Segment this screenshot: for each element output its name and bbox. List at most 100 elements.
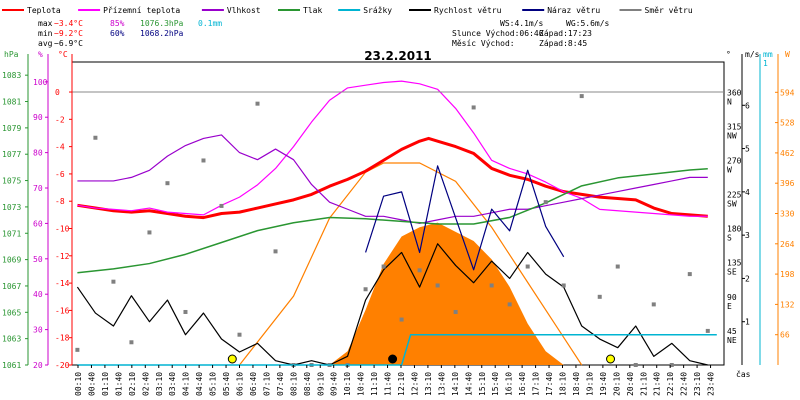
tick-label-wind-0: 6 xyxy=(745,101,750,110)
wind-dir-point-28 xyxy=(579,94,584,99)
wind-dir-point-18 xyxy=(399,317,404,322)
tick-label-pressure_hpa-11: 1061 xyxy=(2,361,21,370)
x-tick-label-22: 11:10 xyxy=(370,372,379,396)
tick-label-humidity_pct-6: 40 xyxy=(33,290,43,299)
wind-gust-avg: WG:5.6m/s xyxy=(566,19,610,28)
wind-dir-point-34 xyxy=(687,272,692,277)
tick-label-humidity_pct-1: 90 xyxy=(33,113,43,122)
x-tick-label-33: 16:40 xyxy=(518,372,527,396)
x-tick-label-31: 15:40 xyxy=(491,372,500,396)
tick-label-solar-3: 396 xyxy=(780,179,795,188)
marker-sunrise xyxy=(227,354,237,364)
wind-dir-point-30 xyxy=(615,264,620,269)
tick-label-solar-8: 66 xyxy=(780,331,790,340)
x-tick-label-47: 23:40 xyxy=(707,372,716,396)
x-tick-label-15: 07:40 xyxy=(276,372,285,396)
tick-label-pressure_hpa-1: 1081 xyxy=(2,98,21,107)
wind-dir-point-25 xyxy=(525,264,530,269)
moonset-info: Západ:8:45 xyxy=(539,39,587,48)
tick-label-temperature_c-1: -2 xyxy=(55,115,65,124)
legend-label-0: Teplota xyxy=(27,6,61,15)
sunrise-info: Slunce Východ:06:46 xyxy=(452,29,544,38)
wind-dir-point-26 xyxy=(543,200,548,205)
wind-dir-point-17 xyxy=(381,264,386,269)
legend-label-1: Přízemní teplota xyxy=(103,6,180,15)
tick-label-solar-1: 528 xyxy=(780,119,795,128)
wind-dir-point-11 xyxy=(273,249,278,254)
x-tick-label-18: 09:10 xyxy=(316,372,325,396)
tick-label-dirname-3: SW xyxy=(727,200,737,209)
unit-mm: mm xyxy=(763,50,773,59)
wind-dir-point-19 xyxy=(417,268,422,273)
series-line-2 xyxy=(77,134,708,225)
wind-dir-point-10 xyxy=(255,101,260,106)
x-tick-label-14: 07:10 xyxy=(262,372,271,396)
tick-label-dirname-4: S xyxy=(727,234,732,243)
legend-label-7: Směr větru xyxy=(645,6,693,15)
x-tick-label-3: 01:40 xyxy=(114,372,123,396)
min-temp: −9.2°C xyxy=(54,29,83,38)
tick-label-humidity_pct-7: 30 xyxy=(33,326,43,335)
tick-label-pressure_hpa-6: 1071 xyxy=(2,229,21,238)
x-tick-label-12: 06:10 xyxy=(236,372,245,396)
tick-label-dir-4: 180 xyxy=(727,225,742,234)
x-tick-label-6: 03:10 xyxy=(155,372,164,396)
solar-layer xyxy=(239,162,583,366)
legend: Teplota Přízemní teplota Vlhkost Tlak Srážky… xyxy=(2,6,693,15)
tick-label-dirname-0: N xyxy=(727,97,732,106)
x-tick-label-9: 04:40 xyxy=(195,372,204,396)
wind-dir-point-24 xyxy=(507,302,512,307)
x-tick-label-34: 17:10 xyxy=(532,372,541,396)
x-tick-label-17: 08:40 xyxy=(303,372,312,396)
series-solar-theoretical xyxy=(239,162,583,366)
legend-label-5: Rychlost větru xyxy=(434,6,502,15)
axes-layer: 1083108110791077107510731071106910671065… xyxy=(2,54,795,396)
tick-label-pressure_hpa-0: 1083 xyxy=(2,71,21,80)
wind-dir-point-2 xyxy=(111,279,116,284)
x-tick-label-28: 14:10 xyxy=(451,372,460,396)
max-hum: 85% xyxy=(110,19,125,28)
tick-label-dirname-2: W xyxy=(727,165,732,174)
tick-label-solar-7: 132 xyxy=(780,300,795,309)
x-tick-label-41: 20:40 xyxy=(626,372,635,396)
x-tick-label-16: 08:10 xyxy=(289,372,298,396)
tick-label-solar-0: 594 xyxy=(780,88,795,97)
tick-label-dir-7: 45 xyxy=(727,327,737,336)
wind-dir-point-22 xyxy=(471,105,476,110)
tick-label-pressure_hpa-10: 1063 xyxy=(2,335,21,344)
tick-label-solar-6: 198 xyxy=(780,270,795,279)
tick-label-pressure_hpa-2: 1079 xyxy=(2,124,21,133)
wind-dir-point-5 xyxy=(165,181,170,186)
legend-label-6: Náraz větru xyxy=(547,6,600,15)
tick-label-temperature_c-9: -18 xyxy=(55,334,70,343)
wind-dir-point-29 xyxy=(597,294,602,299)
wind-dir-point-4 xyxy=(147,230,152,235)
wind-dir-point-21 xyxy=(453,309,458,314)
x-tick-label-24: 12:10 xyxy=(397,372,406,396)
tick-label-humidity_pct-5: 50 xyxy=(33,255,43,264)
tick-label-dirname-1: NW xyxy=(727,131,737,140)
tick-label-dirname-7: NE xyxy=(727,336,737,345)
avg-temp: −6.9°C xyxy=(54,39,83,48)
tick-label-humidity_pct-0: 100 xyxy=(33,78,48,87)
tick-label-temperature_c-2: -4 xyxy=(55,143,65,152)
x-tick-label-40: 20:10 xyxy=(612,372,621,396)
tick-label-wind-5: 1 xyxy=(745,318,750,327)
tick-label-pressure_hpa-4: 1075 xyxy=(2,177,21,186)
series-line-0 xyxy=(77,136,708,220)
unit-hpa: hPa xyxy=(4,50,19,59)
x-tick-label-38: 19:10 xyxy=(585,372,594,396)
tick-label-pressure_hpa-5: 1073 xyxy=(2,203,21,212)
unit-deg: ° xyxy=(726,50,731,59)
max-temp: −3.4°C xyxy=(54,19,83,28)
series-solar-area xyxy=(329,222,564,365)
tick-label-dir-0: 360 xyxy=(727,88,742,97)
tick-label-temperature_c-6: -12 xyxy=(55,252,70,261)
x-tick-label-23: 11:40 xyxy=(384,372,393,396)
wind-dir-point-6 xyxy=(183,309,188,314)
avg-label: avg xyxy=(38,39,53,48)
x-tick-label-45: 22:40 xyxy=(680,372,689,396)
tick-label-pressure_hpa-3: 1077 xyxy=(2,150,21,159)
x-tick-label-39: 19:40 xyxy=(599,372,608,396)
